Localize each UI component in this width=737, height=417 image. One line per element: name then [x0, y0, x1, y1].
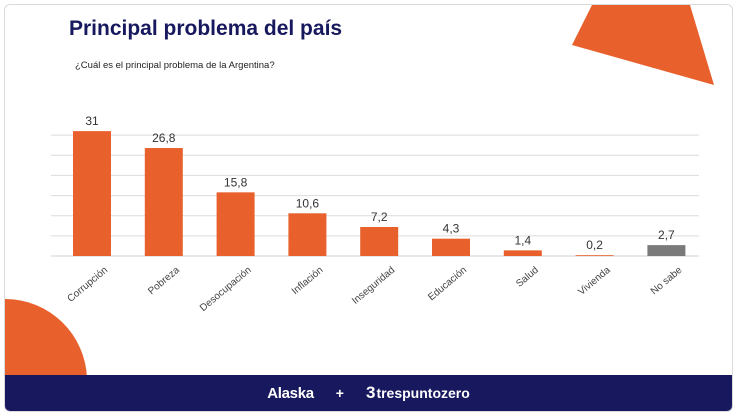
corner-decoration-bottom-left [5, 299, 87, 379]
bar-6 [432, 238, 470, 256]
bar-1 [73, 131, 111, 256]
data-label: 1,4 [514, 233, 531, 247]
bar-4 [288, 213, 327, 256]
tick-label: Corrupción [65, 265, 110, 305]
page-title: Principal problema del país [69, 17, 343, 40]
data-label: 26,8 [152, 131, 176, 145]
brand-separator: + [335, 385, 344, 401]
brand-trespuntozero-logo: 3 trespuntozero [366, 383, 470, 403]
bar-9 [647, 245, 686, 256]
bar-5 [360, 226, 399, 256]
bar-7 [503, 250, 542, 256]
data-label: 7,2 [371, 210, 388, 224]
brand-alaska-logo: Alaska [267, 384, 314, 402]
data-label: 31 [85, 114, 99, 128]
data-label: 15,8 [224, 175, 248, 189]
tick-label: No sabe [649, 264, 685, 297]
bar-chart: 31 Corrupción 26,8 Pobreza 15,8 Desocupación 1… [51, 114, 699, 314]
data-label: 4,3 [443, 222, 460, 236]
bar-8 [575, 255, 614, 256]
tick-label: Inseguridad [350, 265, 397, 307]
data-label: 10,6 [296, 196, 320, 210]
bar-2 [144, 148, 183, 256]
tick-label: Salud [514, 265, 541, 290]
bar-3 [216, 192, 255, 256]
footer-bar: Alaska + 3 trespuntozero [5, 375, 732, 411]
tick-label: Educación [426, 265, 469, 303]
tick-label: Vivienda [576, 265, 613, 298]
data-label: 2,7 [658, 228, 675, 242]
data-label: 0,2 [586, 238, 603, 252]
survey-question: ¿Cuál es el principal problema de la Arg… [75, 60, 275, 71]
tick-label: Inflación [290, 265, 326, 297]
corner-decoration-top-right [572, 5, 714, 85]
slide: Principal problema del país ¿Cuál es el … [4, 4, 733, 412]
tick-label: Desocupación [198, 265, 254, 314]
trespuntozero-3-icon: 3 [365, 383, 376, 402]
tick-label: Pobreza [146, 264, 182, 297]
brand-trespuntozero-text: trespuntozero [376, 385, 470, 401]
